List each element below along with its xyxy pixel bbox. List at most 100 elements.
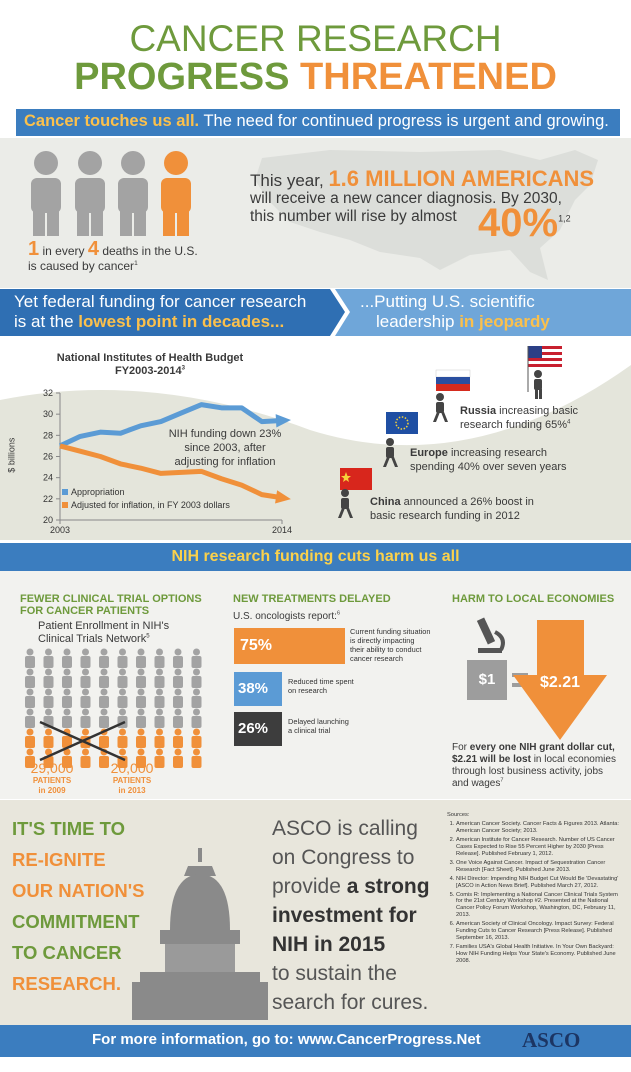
graphic: provide a strong xyxy=(272,872,430,901)
person-head xyxy=(174,648,182,656)
graphic xyxy=(338,489,353,518)
text: Reduced time spent xyxy=(288,677,354,686)
person-body xyxy=(136,656,146,668)
source: Families USA's Global Health Initiative.… xyxy=(456,944,623,965)
person-body xyxy=(191,656,202,668)
person-body xyxy=(173,676,183,688)
country: China xyxy=(370,496,401,508)
person-head xyxy=(100,668,108,676)
person-body xyxy=(62,656,72,668)
graphic xyxy=(160,930,240,944)
person-body xyxy=(136,716,146,728)
person-head xyxy=(174,748,182,756)
ref: 3 xyxy=(181,365,186,372)
stat: 29,000 xyxy=(30,760,74,776)
person-head xyxy=(45,668,52,676)
person-body xyxy=(154,736,165,748)
person-head xyxy=(82,708,89,716)
person-head xyxy=(119,728,126,736)
stat: 1.6 MILLION AMERICANS xyxy=(328,166,595,191)
person-head xyxy=(137,728,145,736)
banner-text: Cancer touches us all. The need for cont… xyxy=(24,112,609,131)
text: Patient Enrollment in NIH's xyxy=(38,620,170,632)
graphic xyxy=(31,151,61,236)
call-line: IT'S TIME TO xyxy=(12,818,126,839)
graphic xyxy=(341,489,349,497)
person-body xyxy=(80,756,91,768)
text: their ability to conduct xyxy=(350,644,422,654)
person-body xyxy=(25,756,35,768)
banner-line: leadership in jeopardy xyxy=(376,312,550,332)
series-line xyxy=(58,402,283,449)
text: is caused by cancer xyxy=(28,259,135,273)
graphic xyxy=(386,447,394,458)
stat: 75% xyxy=(240,637,273,654)
country-line: China announced a 26% boost in xyxy=(370,496,534,509)
person-body xyxy=(80,696,91,708)
person-head xyxy=(137,668,145,676)
person-body xyxy=(136,676,146,688)
unit: PATIENTS xyxy=(32,776,72,785)
country-line: research funding 65%4 xyxy=(460,419,570,432)
person-body xyxy=(62,696,72,708)
call-line: RESEARCH. xyxy=(12,973,121,994)
stat: 20,000 xyxy=(110,760,154,776)
graphic xyxy=(478,648,502,653)
ref: 6 xyxy=(336,610,340,617)
graphic xyxy=(134,210,146,236)
graphic xyxy=(441,412,448,422)
person-body xyxy=(99,696,109,708)
annotation: adjusting for inflation xyxy=(174,456,276,468)
person-head xyxy=(137,688,145,696)
title: THREATENED xyxy=(300,56,557,98)
person-head xyxy=(26,688,34,696)
graphic xyxy=(386,412,418,434)
text: increasing research xyxy=(450,447,547,459)
y-tick-label: 26 xyxy=(43,452,53,462)
stat-box xyxy=(234,712,282,746)
text-line: Clinical Trials Network5 xyxy=(38,633,150,646)
person-body xyxy=(154,676,165,688)
legend-swatch xyxy=(62,489,68,495)
graphic xyxy=(77,210,89,236)
graphic xyxy=(436,377,470,384)
person-body xyxy=(154,756,165,768)
chart-subtitle-line: FY2003-20143 xyxy=(40,365,260,378)
text: on Congress to xyxy=(272,846,415,869)
flags xyxy=(340,346,562,490)
capitol xyxy=(132,848,268,1020)
country: Russia xyxy=(460,405,497,417)
y-axis-label: $ billions xyxy=(6,437,17,473)
graphic xyxy=(75,178,105,213)
text: a clinical trial xyxy=(288,725,331,735)
banner-bold: in jeopardy xyxy=(459,312,550,331)
china-flag xyxy=(340,468,372,490)
person-head xyxy=(119,668,126,676)
logo: ASCO xyxy=(522,1028,581,1052)
budget-chart: 20 22 24 26 28 30 32 2003 2014 Appropriation Adjus… xyxy=(43,388,292,535)
footer-url[interactable]: www.CancerProgress.Net xyxy=(297,1031,481,1048)
year: in 2013 xyxy=(118,786,146,795)
graphic xyxy=(198,848,202,862)
person-body xyxy=(117,656,128,668)
chart-title: National Institutes of Health Budget xyxy=(56,352,244,364)
y-tick-label: 22 xyxy=(43,494,53,504)
call-line: COMMITMENT xyxy=(12,911,140,932)
person-head xyxy=(156,688,163,696)
text: increasing basic xyxy=(499,405,579,417)
arrowhead xyxy=(275,490,291,504)
people-icons xyxy=(31,151,191,236)
text: in every xyxy=(42,244,85,258)
person-body xyxy=(173,736,183,748)
graphic xyxy=(338,508,345,518)
desc: Reduced time spent on research xyxy=(288,677,354,696)
stat: 4 xyxy=(87,238,99,260)
person-body xyxy=(117,736,128,748)
person-body xyxy=(154,656,165,668)
text-bold: every one NIH grant dollar cut, xyxy=(469,742,615,753)
graphic xyxy=(47,210,59,236)
footer-bar xyxy=(0,1025,631,1057)
graphic xyxy=(75,151,105,236)
graphic xyxy=(118,178,148,213)
